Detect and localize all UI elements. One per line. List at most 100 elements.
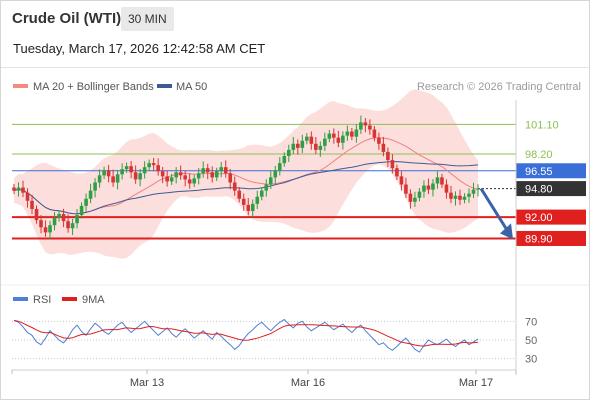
- candle: [205, 163, 210, 180]
- candle: [16, 182, 21, 197]
- candle-body: [327, 133, 332, 139]
- candle-body: [444, 184, 449, 193]
- candle-body: [264, 184, 269, 191]
- candle-body: [196, 173, 201, 179]
- bollinger-band-area: [14, 89, 478, 259]
- candle: [232, 176, 237, 196]
- candle-body: [282, 156, 287, 164]
- candle: [151, 157, 156, 172]
- candle-body: [120, 169, 124, 175]
- candle: [21, 180, 25, 198]
- rsi-panel: 70 50 30: [12, 316, 537, 366]
- candle: [296, 139, 300, 155]
- candle: [156, 158, 160, 176]
- price-levels: [12, 123, 516, 240]
- candle: [341, 131, 345, 150]
- candle-body: [377, 137, 381, 144]
- candle-body: [381, 143, 386, 152]
- candle-body: [408, 193, 413, 202]
- candle: [106, 165, 111, 183]
- candle: [399, 171, 404, 191]
- candle-body: [111, 176, 115, 183]
- candle: [440, 173, 444, 189]
- candle-body: [453, 195, 458, 199]
- candle: [165, 170, 169, 187]
- candle-body: [16, 187, 21, 191]
- candle: [61, 208, 66, 228]
- candle-body: [323, 138, 327, 146]
- candle: [138, 168, 142, 187]
- candle: [192, 174, 196, 188]
- legend-swatch-ma50: [157, 84, 172, 88]
- candle-body: [359, 122, 363, 130]
- candle-body: [169, 177, 174, 182]
- candle-body: [66, 221, 70, 229]
- candle: [408, 189, 413, 209]
- candle: [422, 180, 426, 198]
- candle-body: [399, 176, 404, 185]
- candle-body: [75, 215, 79, 224]
- candle-body: [449, 192, 453, 199]
- rsi-line: [13, 318, 479, 353]
- candle: [250, 199, 255, 218]
- candle-body: [21, 187, 25, 193]
- candle: [142, 161, 147, 179]
- candle: [323, 132, 327, 152]
- level-box-96.55: [516, 163, 586, 179]
- legend-swatch-rsi: [13, 297, 28, 301]
- candle: [70, 218, 75, 236]
- candle-body: [241, 198, 246, 205]
- candle: [336, 130, 341, 148]
- x-tick-label: Mar 13: [130, 377, 164, 389]
- candle: [183, 170, 187, 187]
- candle: [25, 188, 30, 208]
- candle-body: [84, 198, 88, 206]
- candle-body: [314, 143, 318, 150]
- candle: [386, 147, 390, 167]
- candle-body: [431, 183, 435, 190]
- timeframe-badge[interactable]: 30 MIN: [121, 7, 174, 31]
- candle-body: [246, 204, 251, 211]
- candle: [169, 173, 174, 186]
- candle: [178, 165, 183, 180]
- candle: [462, 193, 467, 204]
- candle: [129, 160, 133, 179]
- candle: [34, 205, 39, 224]
- candle: [417, 188, 422, 202]
- candle-body: [350, 131, 354, 137]
- candle: [84, 193, 88, 212]
- candle-body: [115, 174, 120, 183]
- level-box-94.80: [516, 181, 586, 197]
- candle: [57, 210, 61, 222]
- candle-body: [277, 163, 282, 171]
- candle-body: [237, 190, 242, 199]
- candle: [318, 141, 323, 157]
- candle: [160, 166, 165, 184]
- candle: [79, 202, 84, 219]
- candle-body: [368, 125, 372, 130]
- candle: [395, 164, 399, 180]
- candle: [286, 144, 291, 163]
- candle: [268, 170, 273, 189]
- candle: [435, 171, 440, 189]
- level-label-98.20: 98.20: [525, 149, 553, 161]
- candle-body: [291, 143, 296, 150]
- candle-body: [160, 171, 165, 177]
- header-divider: [1, 67, 588, 68]
- copyright-text: Research © 2026 Trading Central: [417, 81, 581, 93]
- candle: [426, 178, 431, 194]
- candle-body: [88, 190, 93, 199]
- candle-body: [129, 166, 133, 173]
- candle-body: [174, 172, 178, 178]
- candle-body: [354, 129, 359, 137]
- candle-body: [223, 167, 228, 174]
- candle: [214, 167, 219, 181]
- candle-body: [467, 193, 471, 197]
- forecast-arrow-shaft: [479, 187, 508, 230]
- candle: [327, 130, 332, 143]
- candle-body: [70, 223, 75, 229]
- candle: [187, 173, 192, 189]
- candle-body: [61, 214, 66, 222]
- candle-body: [151, 163, 156, 166]
- level-label-101.10: 101.10: [525, 119, 559, 131]
